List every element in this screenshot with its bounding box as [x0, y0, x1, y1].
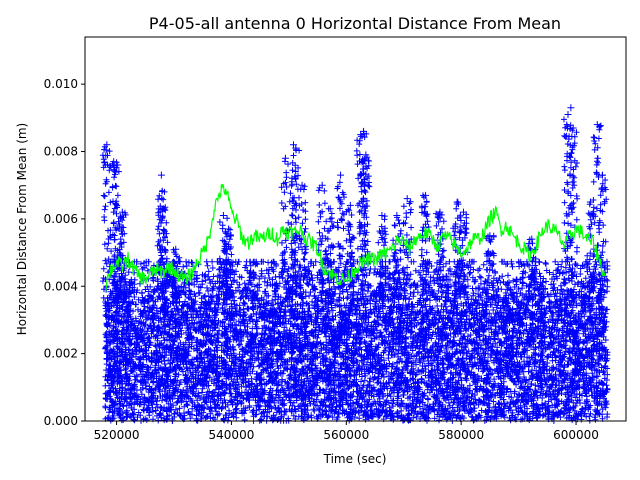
scatter-outlier-point — [436, 208, 444, 216]
scatter-outlier-point — [567, 104, 575, 112]
scatter-spike-markers — [482, 232, 497, 303]
scatter-spike-markers — [584, 201, 598, 302]
scatter-outlier-point — [569, 124, 577, 132]
scatter-outlier-point — [103, 141, 111, 149]
scatter-outlier-point — [593, 121, 601, 129]
chart-title: P4-05-all antenna 0 Horizontal Distance … — [149, 14, 561, 33]
scatter-outlier-point — [346, 201, 354, 209]
y-axis-label: Horizontal Distance From Mean (m) — [15, 123, 29, 335]
scatter-outlier-point — [219, 212, 227, 220]
scatter-outlier-point — [281, 154, 289, 162]
scatter-outlier-point — [110, 158, 118, 166]
scatter-outlier-point — [298, 181, 306, 189]
scatter-outlier-point — [459, 208, 467, 216]
scatter-outlier-point — [486, 232, 494, 240]
x-tick-label: 540000 — [209, 428, 255, 442]
x-axis: 520000 540000 560000 580000 600000 — [94, 421, 599, 442]
scatter-spike-markers — [400, 198, 415, 303]
y-tick-label: 0.008 — [44, 145, 78, 159]
scatter-outlier-point — [403, 195, 411, 203]
x-tick-label: 560000 — [323, 428, 369, 442]
scatter-spike-markers — [418, 192, 433, 298]
scatter-outlier-point — [326, 205, 334, 213]
scatter-spike-markers — [221, 226, 236, 301]
y-tick-label: 0.000 — [44, 414, 78, 428]
x-tick-label: 520000 — [94, 428, 140, 442]
x-axis-label: Time (sec) — [323, 452, 387, 466]
scatter-outlier-point — [157, 171, 165, 179]
scatter-spike-markers — [106, 159, 121, 300]
scatter-spike-markers — [595, 172, 610, 301]
plot-frame — [84, 36, 627, 422]
mean-line — [104, 183, 606, 293]
scatter-outlier-point — [362, 151, 370, 159]
scatter-outlier-point — [360, 127, 368, 135]
scatter-outlier-point — [378, 212, 386, 220]
scatter-spike-markers — [288, 147, 303, 299]
mean-line-series — [104, 183, 606, 293]
scatter-outlier-point — [160, 205, 168, 213]
scatter-spike-markers — [99, 143, 114, 301]
scatter-outlier-point — [564, 110, 572, 118]
scatter-outlier-point — [422, 191, 430, 199]
scatter-outlier-point — [292, 144, 300, 152]
scatter-outlier-point — [172, 245, 180, 253]
scatter-spike-markers — [456, 211, 471, 301]
y-tick-label: 0.006 — [44, 212, 78, 226]
scatter-outlier-point — [114, 161, 122, 169]
scatter-outlier-point — [528, 235, 536, 243]
scatter-outlier-point — [318, 181, 326, 189]
scatter-outlier-point — [337, 171, 345, 179]
scatter-spike-markers — [334, 179, 348, 301]
y-tick-label: 0.002 — [44, 347, 78, 361]
scatter-outlier-point — [453, 198, 461, 206]
scatter-outlier-point — [393, 212, 401, 220]
scatter-series — [99, 104, 611, 424]
scatter-outlier-point — [225, 225, 233, 233]
x-tick-label: 580000 — [438, 428, 484, 442]
x-tick-label: 600000 — [553, 428, 599, 442]
y-axis: 0.000 0.002 0.004 0.006 0.008 0.010 — [44, 77, 85, 428]
scatter-outlier-point — [598, 171, 606, 179]
y-tick-label: 0.010 — [44, 77, 78, 91]
y-tick-label: 0.004 — [44, 279, 78, 293]
scatter-spike-markers — [525, 236, 539, 303]
scatter-outlier-point — [586, 198, 594, 206]
scatter-outlier-point — [118, 208, 126, 216]
scatter-spike-markers — [563, 123, 578, 300]
scatter-spike-markers — [295, 183, 309, 300]
